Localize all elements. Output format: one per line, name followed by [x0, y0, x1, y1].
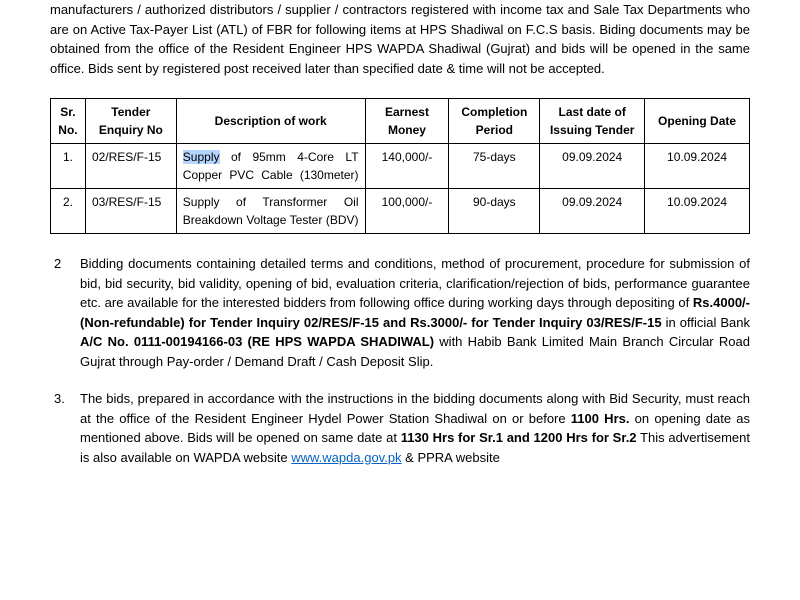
cell-issuing: 09.09.2024 [540, 144, 645, 189]
cell-enquiry: 02/RES/F-15 [85, 144, 176, 189]
cell-sr: 1. [51, 144, 86, 189]
bold-text: 1100 Hrs. [571, 411, 630, 426]
tender-table-wrapper: Sr. No. Tender Enquiry No Description of… [50, 98, 750, 234]
section-number: 2 [50, 254, 80, 371]
wapda-link[interactable]: www.wapda.gov.pk [291, 450, 401, 465]
th-completion: Completion Period [449, 99, 540, 144]
th-description: Description of work [176, 99, 365, 144]
th-earnest: Earnest Money [365, 99, 449, 144]
th-issuing: Last date of Issuing Tender [540, 99, 645, 144]
cell-sr: 2. [51, 189, 86, 234]
highlighted-text: Supply [183, 150, 220, 164]
th-sr: Sr. No. [51, 99, 86, 144]
section-number: 3. [50, 389, 80, 467]
section-body: The bids, prepared in accordance with th… [80, 389, 750, 467]
tender-table: Sr. No. Tender Enquiry No Description of… [50, 98, 750, 234]
cell-description: Supply of 95mm 4-Core LT Copper PVC Cabl… [176, 144, 365, 189]
th-enquiry: Tender Enquiry No [85, 99, 176, 144]
text-part: & PPRA website [402, 450, 500, 465]
intro-paragraph: manufacturers / authorized distributors … [50, 0, 750, 78]
table-row: 2. 03/RES/F-15 Supply of Transformer Oil… [51, 189, 750, 234]
cell-enquiry: 03/RES/F-15 [85, 189, 176, 234]
cell-earnest: 100,000/- [365, 189, 449, 234]
text-part: Bidding documents containing detailed te… [80, 256, 750, 310]
cell-opening: 10.09.2024 [645, 189, 750, 234]
section-body: Bidding documents containing detailed te… [80, 254, 750, 371]
cell-completion: 75-days [449, 144, 540, 189]
th-opening: Opening Date [645, 99, 750, 144]
section-3: 3. The bids, prepared in accordance with… [50, 389, 750, 467]
cell-earnest: 140,000/- [365, 144, 449, 189]
bold-text: A/C No. 0111-00194166-03 (RE HPS WAPDA S… [80, 334, 434, 349]
table-row: 1. 02/RES/F-15 Supply of 95mm 4-Core LT … [51, 144, 750, 189]
cell-opening: 10.09.2024 [645, 144, 750, 189]
cell-issuing: 09.09.2024 [540, 189, 645, 234]
cell-description: Supply of Transformer Oil Breakdown Volt… [176, 189, 365, 234]
cell-completion: 90-days [449, 189, 540, 234]
section-2: 2 Bidding documents containing detailed … [50, 254, 750, 371]
bold-text: 1130 Hrs for Sr.1 and 1200 Hrs for Sr.2 [401, 430, 637, 445]
text-part: in official Bank [662, 315, 750, 330]
